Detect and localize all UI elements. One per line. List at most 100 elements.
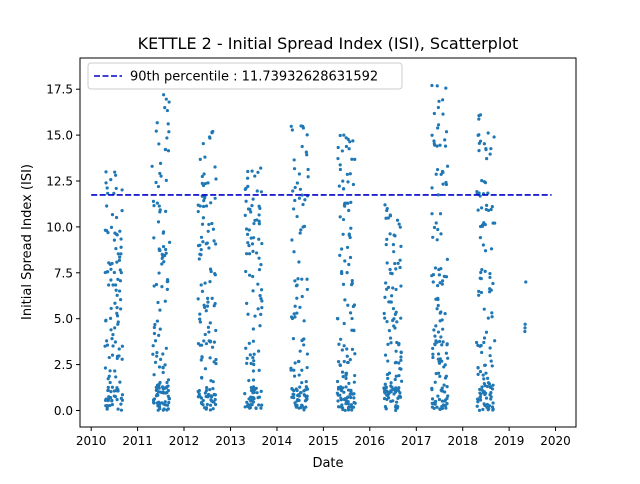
data-point bbox=[208, 408, 213, 412]
data-point bbox=[352, 328, 356, 333]
data-point bbox=[199, 358, 203, 362]
data-point bbox=[339, 389, 344, 393]
data-point bbox=[348, 172, 352, 176]
data-point bbox=[383, 405, 388, 409]
data-point bbox=[445, 402, 449, 406]
data-point bbox=[212, 400, 216, 404]
data-point bbox=[486, 316, 490, 320]
data-point bbox=[388, 267, 392, 272]
data-point bbox=[114, 246, 118, 251]
data-point bbox=[394, 287, 398, 292]
data-point bbox=[158, 248, 162, 253]
data-point bbox=[120, 393, 125, 397]
data-point bbox=[398, 366, 402, 371]
data-point bbox=[259, 166, 263, 170]
data-point bbox=[390, 294, 394, 298]
data-point bbox=[486, 208, 491, 213]
data-point bbox=[115, 233, 119, 237]
data-point bbox=[256, 282, 260, 286]
data-point bbox=[486, 131, 490, 135]
data-point bbox=[152, 236, 156, 240]
data-point bbox=[116, 320, 120, 324]
data-point bbox=[484, 146, 488, 151]
data-point bbox=[119, 408, 124, 412]
data-point bbox=[119, 252, 123, 256]
data-point bbox=[437, 371, 441, 375]
data-point bbox=[199, 235, 204, 239]
data-point bbox=[435, 307, 439, 311]
data-point bbox=[292, 389, 296, 393]
data-point bbox=[397, 361, 401, 365]
data-point bbox=[430, 83, 434, 88]
data-point bbox=[488, 272, 492, 276]
x-tick-label: 2020 bbox=[540, 434, 571, 448]
data-point bbox=[444, 130, 449, 134]
data-point bbox=[487, 404, 492, 408]
data-point bbox=[446, 394, 450, 398]
data-point bbox=[347, 262, 351, 267]
data-point bbox=[394, 408, 398, 413]
data-point bbox=[109, 177, 113, 182]
data-point bbox=[151, 199, 156, 203]
data-point bbox=[291, 189, 295, 193]
data-point bbox=[260, 306, 264, 310]
data-point bbox=[196, 395, 200, 399]
data-point bbox=[492, 135, 496, 139]
data-point bbox=[161, 365, 165, 369]
data-point bbox=[347, 381, 351, 385]
data-point bbox=[152, 331, 157, 336]
data-point bbox=[251, 327, 255, 331]
data-point bbox=[152, 325, 156, 330]
data-point bbox=[157, 365, 162, 369]
data-point bbox=[161, 244, 166, 249]
data-point bbox=[252, 397, 256, 401]
data-point bbox=[119, 237, 123, 241]
data-point bbox=[114, 173, 118, 177]
data-point bbox=[441, 327, 445, 331]
data-point bbox=[110, 353, 115, 357]
data-point bbox=[248, 273, 252, 277]
data-point bbox=[350, 408, 354, 412]
data-point bbox=[352, 396, 356, 400]
data-point bbox=[244, 252, 249, 256]
data-point bbox=[155, 121, 159, 125]
data-point bbox=[154, 394, 159, 398]
data-point bbox=[399, 355, 403, 359]
data-point bbox=[445, 257, 449, 261]
data-point bbox=[293, 304, 297, 308]
data-point bbox=[209, 395, 214, 399]
data-point bbox=[289, 315, 294, 319]
data-point bbox=[292, 167, 297, 171]
data-point bbox=[342, 359, 346, 364]
data-point bbox=[386, 359, 390, 363]
y-tick-label: 0.0 bbox=[54, 404, 73, 418]
data-point bbox=[206, 229, 210, 233]
data-point bbox=[293, 185, 297, 190]
data-point bbox=[151, 352, 155, 356]
data-point bbox=[108, 380, 112, 385]
data-point bbox=[476, 400, 480, 404]
data-point bbox=[481, 373, 485, 377]
data-point bbox=[491, 383, 495, 387]
data-point bbox=[297, 359, 301, 364]
data-point bbox=[244, 186, 248, 190]
data-point bbox=[479, 206, 484, 210]
data-point bbox=[201, 141, 205, 146]
data-point bbox=[257, 268, 262, 272]
data-point bbox=[247, 341, 251, 345]
data-point bbox=[389, 399, 393, 403]
data-point bbox=[482, 221, 486, 225]
data-point bbox=[350, 281, 354, 285]
x-tick-label: 2010 bbox=[76, 434, 107, 448]
data-point bbox=[160, 285, 164, 289]
data-point bbox=[204, 342, 209, 346]
data-point bbox=[434, 371, 438, 376]
data-point bbox=[335, 391, 339, 395]
data-point bbox=[436, 284, 440, 288]
data-point bbox=[167, 130, 171, 134]
data-point bbox=[255, 391, 259, 395]
data-point bbox=[299, 228, 303, 232]
data-point bbox=[110, 402, 114, 407]
data-point bbox=[388, 300, 392, 304]
